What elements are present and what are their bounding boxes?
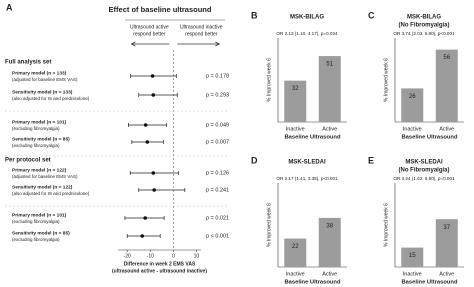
row-label: Sensitivity model (n = 85) bbox=[12, 136, 70, 142]
annotation: OR 3.74 (2.03, 6.90), p<0.001 bbox=[393, 31, 455, 36]
estimate-point bbox=[143, 216, 148, 220]
bar bbox=[435, 219, 458, 267]
row-label: Primary model (n = 101) bbox=[12, 212, 67, 218]
bar bbox=[284, 80, 307, 122]
bar bbox=[318, 217, 341, 267]
p-value: p < 0.001 bbox=[206, 233, 229, 239]
y-axis-label: % Improved week 6 bbox=[383, 58, 389, 102]
row-sublabel: (excluding fibromyalgia) bbox=[12, 237, 60, 242]
x-axis-label: Baseline Ultrasound bbox=[401, 280, 458, 286]
chart-title: MSK-SLEDAI bbox=[288, 160, 326, 166]
row-label: Sensitivity model (n = 122) bbox=[12, 184, 73, 190]
chart-title: Effect of baseline ultrasound bbox=[109, 5, 212, 14]
x-tick-label: 0 bbox=[172, 253, 175, 259]
x-tick-label: -20 bbox=[124, 253, 131, 259]
x-axis-label: Difference in week 2 EMS VAS bbox=[124, 261, 196, 267]
x-tick-label: Inactive bbox=[403, 126, 422, 132]
value-label: 56 bbox=[443, 55, 450, 61]
header-left: Ultrasound active bbox=[130, 24, 169, 30]
x-tick-label: -10 bbox=[147, 253, 154, 259]
p-value: p = 0.126 bbox=[206, 170, 229, 176]
panel-letter: C bbox=[368, 10, 375, 20]
estimate-point bbox=[152, 188, 156, 192]
estimate-point bbox=[150, 74, 155, 78]
chart-subtitle: (No Fibromyalgia) bbox=[398, 23, 449, 29]
y-axis-label: % Improved week 6 bbox=[266, 203, 272, 247]
x-tick-label: Active bbox=[322, 271, 337, 277]
arrow-right bbox=[177, 41, 221, 47]
x-axis-label: Baseline Ultrasound bbox=[401, 135, 458, 141]
x-tick-label: Inactive bbox=[286, 126, 305, 132]
bar bbox=[401, 88, 424, 122]
header-right: respond better bbox=[185, 31, 218, 37]
value-label: 22 bbox=[292, 244, 299, 250]
p-value: p = 0.178 bbox=[206, 73, 229, 79]
x-tick-label: 10 bbox=[194, 253, 200, 259]
x-tick-label: Inactive bbox=[403, 271, 422, 277]
header-right: Ultrasound inactive bbox=[180, 24, 223, 30]
x-axis-label: Baseline Ultrasound bbox=[284, 280, 341, 286]
x-tick-label: Active bbox=[322, 126, 337, 132]
row-sublabel: (excluding fibromyalgia) bbox=[12, 219, 60, 224]
panel-letter: B bbox=[251, 10, 258, 20]
value-label: 38 bbox=[326, 223, 333, 229]
row-sublabel: (adjusted for baseline EMS VAS) bbox=[12, 77, 78, 82]
row-sublabel: (excluding fibromyalgia) bbox=[12, 126, 60, 131]
row-sublabel: (excluding fibromyalgia) bbox=[12, 143, 60, 148]
row-label: Primary model (n = 101) bbox=[12, 119, 67, 125]
x-tick-label: Inactive bbox=[286, 271, 305, 277]
p-value: p = 0.021 bbox=[206, 215, 229, 221]
chart-title: MSK-SLEDAI bbox=[405, 160, 443, 166]
value-label: 37 bbox=[443, 225, 450, 231]
panel-letter: D bbox=[251, 155, 258, 165]
row-label: Sensitivity model (n = 133) bbox=[12, 89, 73, 95]
panel-letter: A bbox=[6, 2, 13, 12]
value-label: 26 bbox=[409, 94, 416, 100]
p-value: p = 0.241 bbox=[206, 187, 229, 193]
row-label: Primary model (n = 133) bbox=[12, 70, 67, 76]
chart-title: MSK-BILAG bbox=[290, 15, 324, 21]
value-label: 32 bbox=[292, 86, 299, 92]
annotation: OR 3.24 (1.62, 6.50), p=0.001 bbox=[393, 176, 455, 181]
row-label: Sensitivity model (n = 85) bbox=[12, 230, 70, 236]
estimate-point bbox=[151, 93, 156, 97]
bar bbox=[401, 247, 424, 267]
estimate-point bbox=[140, 234, 145, 238]
chart-title: MSK-BILAG bbox=[407, 15, 441, 21]
y-axis-label: % Improved week 6 bbox=[383, 203, 389, 247]
x-tick-label: Active bbox=[439, 271, 454, 277]
annotation: OR 2.13 (1.10, 4.17), p=0.024 bbox=[276, 31, 338, 36]
x-axis-label: Baseline Ultrasound bbox=[284, 135, 341, 141]
bar bbox=[318, 56, 341, 122]
bar bbox=[435, 49, 458, 122]
bar bbox=[284, 238, 307, 267]
row-label: Primary model (n = 122) bbox=[12, 167, 67, 173]
p-value: p = 0.049 bbox=[206, 122, 229, 128]
row-sublabel: (also adjusted for IS and prednisolone) bbox=[12, 191, 90, 196]
estimate-point bbox=[151, 171, 156, 175]
value-label: 51 bbox=[326, 62, 333, 68]
x-axis-label: (ultrasound active - ultrasound inactive… bbox=[112, 268, 207, 274]
section-title: Full analysis set bbox=[5, 60, 51, 66]
chart-subtitle: (No Fibromyalgia) bbox=[398, 168, 449, 174]
value-label: 15 bbox=[409, 253, 416, 259]
row-sublabel: (also adjusted for IS and prednisolone) bbox=[12, 96, 90, 101]
estimate-point bbox=[145, 140, 150, 144]
panel-letter: E bbox=[368, 155, 374, 165]
annotation: OR 2.17 (1.41, 3.35), p<0.001 bbox=[276, 176, 338, 181]
arrow-left bbox=[130, 41, 170, 47]
x-tick-label: Active bbox=[439, 126, 454, 132]
p-value: p = 0.293 bbox=[206, 92, 229, 98]
row-sublabel: (adjusted for baseline EMS VAS) bbox=[12, 174, 78, 179]
y-axis-label: % Improved week 6 bbox=[266, 58, 272, 102]
section-title: Per protocol set bbox=[5, 158, 51, 164]
header-left: respond better bbox=[133, 31, 166, 37]
p-value: p = 0.007 bbox=[206, 139, 229, 145]
estimate-point bbox=[143, 123, 148, 127]
